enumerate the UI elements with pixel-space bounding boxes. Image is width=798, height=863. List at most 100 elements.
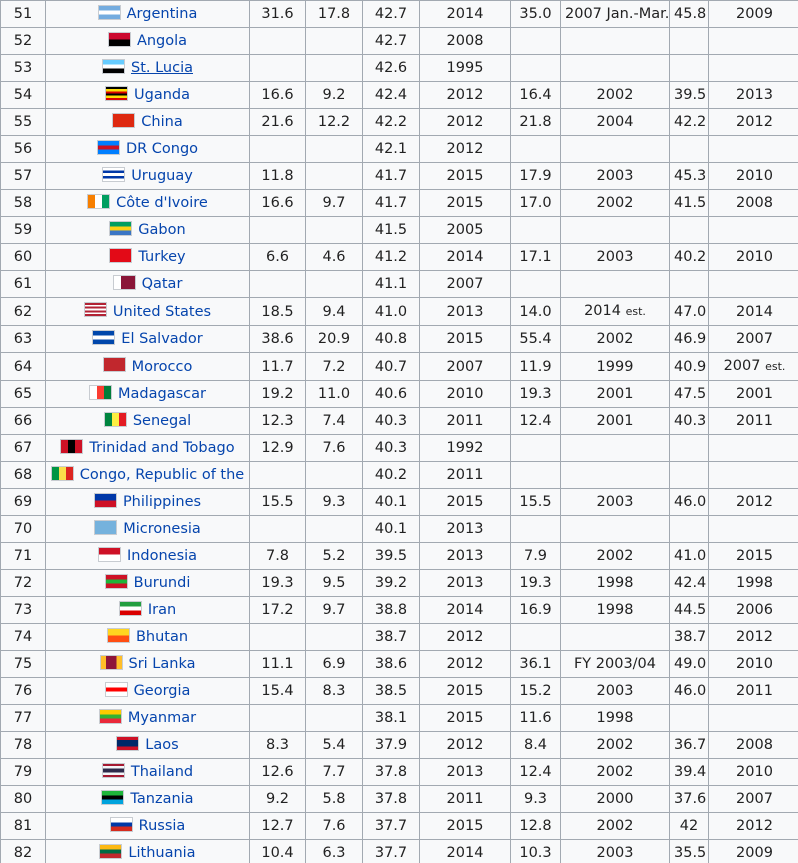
flag-icon: [104, 573, 128, 589]
flag-icon: [101, 58, 125, 74]
rank-cell: 73: [0, 596, 46, 624]
cell-value: 2007: [736, 791, 773, 807]
cell-value: 2014: [584, 303, 621, 319]
country-link[interactable]: Philippines: [122, 494, 202, 510]
country-link[interactable]: Laos: [145, 737, 179, 753]
table-row: 80 Tanzania 9.2 5.8 37.8 2011 9.3 2000 37.6 2007: [0, 785, 798, 813]
cell-value: 19.3: [519, 575, 552, 591]
country-link[interactable]: United States: [112, 303, 212, 320]
value-cell-c6: 2000: [560, 785, 670, 813]
cell-value: 12.6: [261, 764, 294, 780]
value-cell-c5: [510, 623, 561, 651]
value-cell-c4: 2015: [419, 488, 511, 516]
country-link[interactable]: Argentina: [126, 6, 198, 22]
country-link[interactable]: Qatar: [141, 276, 183, 292]
country-link[interactable]: Burundi: [133, 575, 191, 591]
country-cell: Congo, Republic of the: [45, 461, 250, 489]
country-link[interactable]: Côte d'Ivoire: [116, 195, 208, 211]
value-cell-c7: 35.5: [669, 839, 709, 863]
cell-value: 2015: [446, 710, 484, 726]
cell-value: 2011: [736, 413, 773, 429]
country-link[interactable]: Lithuania: [128, 845, 196, 861]
country-link[interactable]: Angola: [136, 33, 188, 49]
flag-icon: [99, 654, 123, 670]
value-cell-c5: 15.2: [510, 677, 561, 705]
cell-value: 11.7: [261, 358, 294, 375]
cell-value: 2001: [736, 386, 773, 402]
value-cell-c4: 2005: [419, 216, 511, 244]
country-link[interactable]: Trinidad and Tobago: [89, 440, 235, 456]
value-cell-c6: 2002: [560, 81, 670, 109]
country-link[interactable]: Indonesia: [126, 548, 198, 564]
value-cell-c5: [510, 270, 561, 298]
value-cell-c4: 2015: [419, 162, 511, 190]
country-link[interactable]: Georgia: [133, 683, 191, 699]
country-link[interactable]: Morocco: [131, 358, 193, 375]
cell-value: 31.6: [261, 6, 294, 22]
value-cell-c2: 8.3: [305, 677, 363, 705]
cell-value: 40.2: [374, 467, 408, 483]
cell-value: 16.6: [261, 195, 294, 211]
country-link[interactable]: Uganda: [134, 87, 190, 103]
rank-cell: 65: [0, 380, 46, 408]
cell-value: 9.2: [322, 87, 346, 103]
cell-value: 46.9: [674, 331, 707, 347]
cell-value: 44.5: [674, 602, 707, 618]
cell-value: 15.5: [261, 494, 294, 510]
country-cell: Burundi: [45, 569, 250, 597]
table-row: 52 Angola 42.7 2008: [0, 27, 798, 55]
country-link[interactable]: Madagascar: [118, 386, 206, 402]
country-link[interactable]: Congo, Republic of the: [79, 467, 245, 483]
value-cell-c4: 2014: [419, 839, 511, 863]
value-cell-c3: 40.6: [362, 380, 420, 408]
country-link[interactable]: Russia: [138, 818, 186, 834]
cell-value: 36.1: [519, 656, 552, 672]
country-link[interactable]: Gabon: [138, 222, 186, 238]
country-link[interactable]: El Salvador: [121, 331, 203, 347]
country-link[interactable]: Myanmar: [127, 710, 197, 726]
country-cell: Gabon: [45, 216, 250, 244]
country-link[interactable]: Thailand: [130, 764, 194, 780]
country-link[interactable]: Sri Lanka: [128, 656, 196, 672]
value-cell-c5: 9.3: [510, 785, 561, 813]
cell-value: 41.1: [374, 276, 408, 292]
country-link[interactable]: Tanzania: [130, 791, 194, 807]
value-cell-c5: 14.0: [510, 297, 561, 326]
value-cell-c2: [305, 216, 363, 244]
cell-value: 47.5: [674, 386, 707, 402]
country-link[interactable]: China: [141, 114, 183, 130]
cell-value: FY 2003/04: [573, 656, 657, 672]
country-link[interactable]: Uruguay: [131, 168, 193, 184]
country-link[interactable]: Senegal: [132, 413, 192, 429]
cell-value: 15.5: [519, 494, 552, 510]
table-row: 66 Senegal 12.3 7.4 40.3 2011 12.4 2001 40.3 2011: [0, 407, 798, 435]
cell-value: 2007: [723, 358, 761, 374]
country-link[interactable]: St. Lucia: [130, 60, 193, 76]
cell-value: 9.3: [523, 791, 548, 807]
value-cell-c6: 2003: [560, 243, 670, 271]
value-cell-c5: 19.3: [510, 569, 561, 597]
cell-value: 2010: [446, 386, 484, 402]
country-link[interactable]: Bhutan: [135, 629, 189, 645]
value-cell-c4: 1992: [419, 434, 511, 462]
country-link[interactable]: Micronesia: [123, 521, 201, 537]
value-cell-c1: 38.6: [249, 325, 306, 353]
country-link[interactable]: Iran: [147, 602, 177, 618]
value-cell-c6: 2003: [560, 488, 670, 516]
country-link[interactable]: DR Congo: [125, 141, 199, 157]
value-cell-c8: [708, 216, 798, 244]
cell-value: 5.4: [322, 737, 346, 753]
value-cell-c1: 12.3: [249, 407, 306, 435]
value-cell-c2: 7.2: [305, 352, 363, 381]
cell-value: 42.1: [374, 141, 408, 157]
value-cell-c8: 2010: [708, 650, 798, 678]
value-cell-c8: 2007: [708, 785, 798, 813]
country-cell: Lithuania: [45, 839, 250, 863]
rank-cell: 81: [0, 812, 46, 840]
country-link[interactable]: Turkey: [138, 249, 186, 265]
cell-value: 2002: [596, 818, 634, 834]
value-cell-c2: [305, 162, 363, 190]
cell-value: 35.5: [674, 845, 707, 861]
flag-icon: [118, 600, 142, 616]
table-row: 72 Burundi 19.3 9.5 39.2 2013 19.3 1998 42.4 1998: [0, 569, 798, 597]
